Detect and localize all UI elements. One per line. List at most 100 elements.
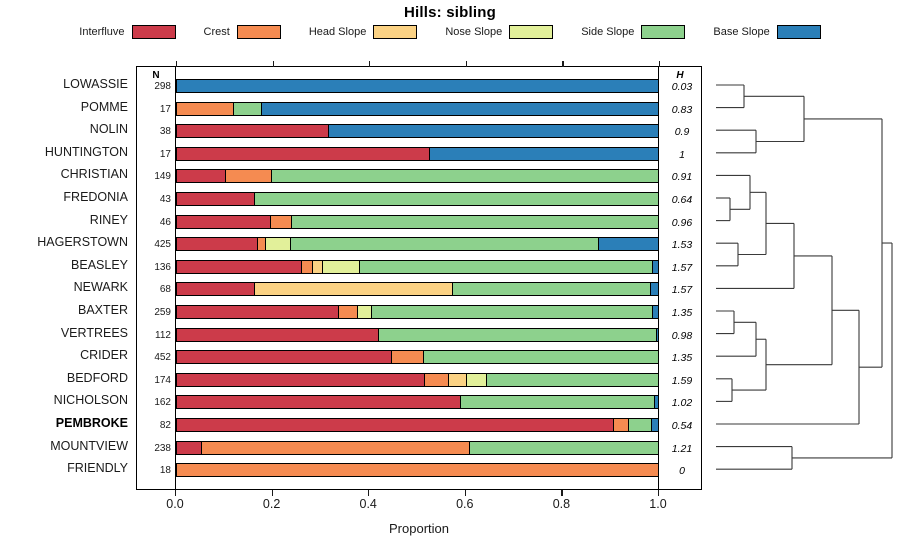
h-value: 0.64 [671,194,693,206]
legend-swatch [776,25,821,39]
bar-segment-crest [391,351,425,364]
stacked-bar [176,237,659,252]
bar-segment-nose-slope [322,260,360,273]
table-row: 238 1.21 [137,440,701,464]
x-tick-label: 0.4 [359,497,377,511]
bar-segment-side-slope [460,396,655,409]
bar-segment-interfluve [177,396,461,409]
x-tick [368,490,370,496]
category-label-christian: CHRISTIAN [60,167,128,182]
bar-segment-crest [257,238,266,251]
stacked-bar [176,372,659,387]
bar-segment-crest [614,419,630,431]
x-tick-top [659,61,661,67]
bar-segment-nose-slope [265,238,292,251]
n-value: 17 [159,148,171,160]
table-row: 174 1.59 [137,372,701,396]
stacked-bar [176,305,659,319]
bar-segment-interfluve [177,215,271,228]
stacked-bar [176,192,659,206]
plot-panel: N H 298 0.03 17 0.83 38 0.9 17 1 149 0.91 43 0.64 46… [136,61,702,490]
table-row: 43 0.64 [137,192,701,215]
legend-swatch [509,25,554,39]
n-value: 18 [159,465,171,477]
x-tick-label: 0.6 [456,497,474,511]
h-value: 0.9 [674,126,690,139]
n-column-header: N [152,70,160,81]
legend: Interfluve Crest Head Slope Nose Slope Side … [0,25,900,39]
stacked-bar [176,418,659,432]
bar-segment-crest [177,464,658,477]
legend-item-crest: Crest [204,25,309,39]
h-value: 0.91 [671,171,693,184]
table-row: 112 0.98 [137,327,701,351]
n-value: 38 [159,126,171,138]
bar-segment-side-slope [254,193,658,205]
bar-segment-side-slope [271,170,658,183]
legend-item-head-slope: Head Slope [309,25,446,39]
h-column-header: H [676,70,684,81]
bar-segment-base-slope [598,238,658,251]
legend-item-interfluve: Interfluve [79,25,203,39]
category-label-baxter: BAXTER [77,303,128,317]
bar-segment-base-slope [657,328,658,341]
table-row: 149 0.91 [137,169,701,192]
dendrogram-svg [716,84,893,470]
table-row: 38 0.9 [137,124,701,147]
x-axis-title: Proportion [389,521,449,536]
bar-segment-head-slope [254,283,454,296]
table-row: 46 0.96 [137,214,701,238]
legend-swatch [641,25,686,39]
bar-segment-base-slope [262,102,658,115]
n-value: 68 [159,284,171,296]
h-value: 0.03 [671,81,693,93]
x-tick-top [272,61,274,67]
x-tick [271,490,273,496]
table-row: 68 1.57 [137,282,701,305]
category-label-huntington: HUNTINGTON [44,144,128,159]
stacked-bar [176,169,659,184]
stacked-bar [176,327,659,342]
bar-segment-crest [425,373,450,386]
legend-swatch [131,25,176,39]
bar-segment-nose-slope [358,306,373,318]
stacked-bar [176,124,659,139]
stacked-bar [176,146,659,161]
bar-segment-interfluve [177,238,258,251]
legend-label: Nose Slope [445,26,503,38]
x-tick-top [562,61,564,67]
bar-segment-interfluve [177,306,339,318]
bar-segment-interfluve [177,170,227,183]
h-value: 0.98 [671,329,693,342]
x-tick-label: 1.0 [649,497,667,511]
bar-segment-interfluve [177,125,329,138]
dendrogram [702,60,900,500]
category-label-mountview: MOUNTVIEW [50,438,128,453]
category-label-bedford: BEDFORD [66,370,128,385]
bar-segment-side-slope [379,328,658,341]
bar-segment-side-slope [233,102,263,115]
bar-segment-interfluve [177,441,202,454]
table-row: 425 1.53 [137,237,701,260]
n-value: 43 [159,194,171,205]
x-tick-top [176,61,178,67]
legend-label: Side Slope [581,26,635,38]
category-label-riney: RINEY [89,212,128,227]
x-tick-label: 0.2 [262,497,281,511]
table-row: 298 0.03 [137,79,701,102]
stacked-bar [176,395,659,410]
category-label-friendly: FRIENDLY [67,461,128,476]
category-label-hagerstown: HAGERSTOWN [37,235,128,250]
bar-segment-side-slope [453,283,651,296]
h-value: 1.35 [671,307,693,319]
table-row: 162 1.02 [137,395,701,418]
n-value: 452 [154,352,171,364]
category-label-nicholson: NICHOLSON [53,393,128,408]
bar-segment-crest [226,170,272,183]
legend-swatch [373,25,418,39]
category-label-beasley: BEASLEY [71,257,128,272]
stacked-bar [176,101,659,116]
bar-segment-base-slope [654,396,658,409]
bar-segment-crest [202,441,471,454]
